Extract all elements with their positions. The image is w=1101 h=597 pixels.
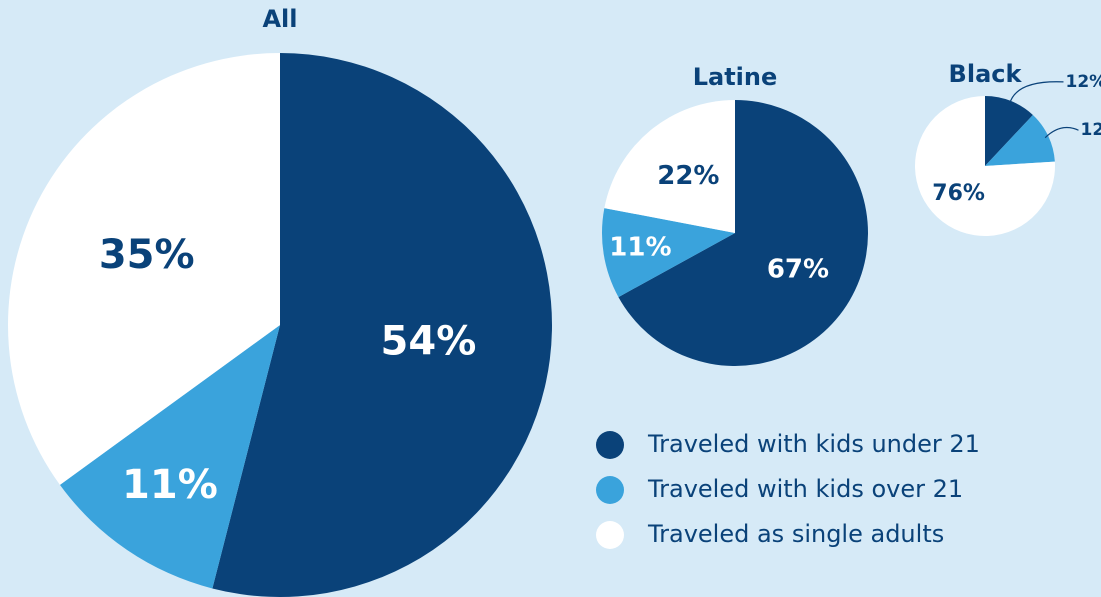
slice-label: 76% <box>932 181 985 206</box>
legend-label: Traveled with kids over 21 <box>647 475 963 503</box>
pie-slice <box>985 96 1033 166</box>
slice-label: 54% <box>381 319 477 365</box>
slice-label: 12% <box>1066 72 1101 92</box>
slice-label: 12% <box>1081 120 1101 140</box>
pie-slice <box>604 100 735 233</box>
legend-swatch <box>596 476 624 504</box>
pie-slice <box>602 208 735 298</box>
slice-label: 35% <box>99 232 195 278</box>
legend-label: Traveled as single adults <box>647 520 944 548</box>
pie-slice <box>59 325 281 589</box>
legend-label: Traveled with kids under 21 <box>647 430 980 458</box>
leader-line <box>1044 126 1079 139</box>
pie-slice <box>8 53 281 485</box>
slice-label: 11% <box>609 232 671 262</box>
legend-swatch <box>596 521 624 549</box>
pie-title: Black <box>949 60 1023 88</box>
pie-title: All <box>262 5 297 33</box>
pie-slice <box>212 53 553 597</box>
pie-title: Latine <box>693 63 778 91</box>
pie-slice <box>618 100 869 367</box>
pie-slice <box>914 96 1055 236</box>
slice-label: 67% <box>767 255 829 285</box>
slice-label: 22% <box>657 161 719 191</box>
legend-swatch <box>596 431 624 459</box>
slice-label: 11% <box>122 462 218 508</box>
leader-line <box>1008 81 1064 105</box>
pie-slice <box>985 114 1055 166</box>
